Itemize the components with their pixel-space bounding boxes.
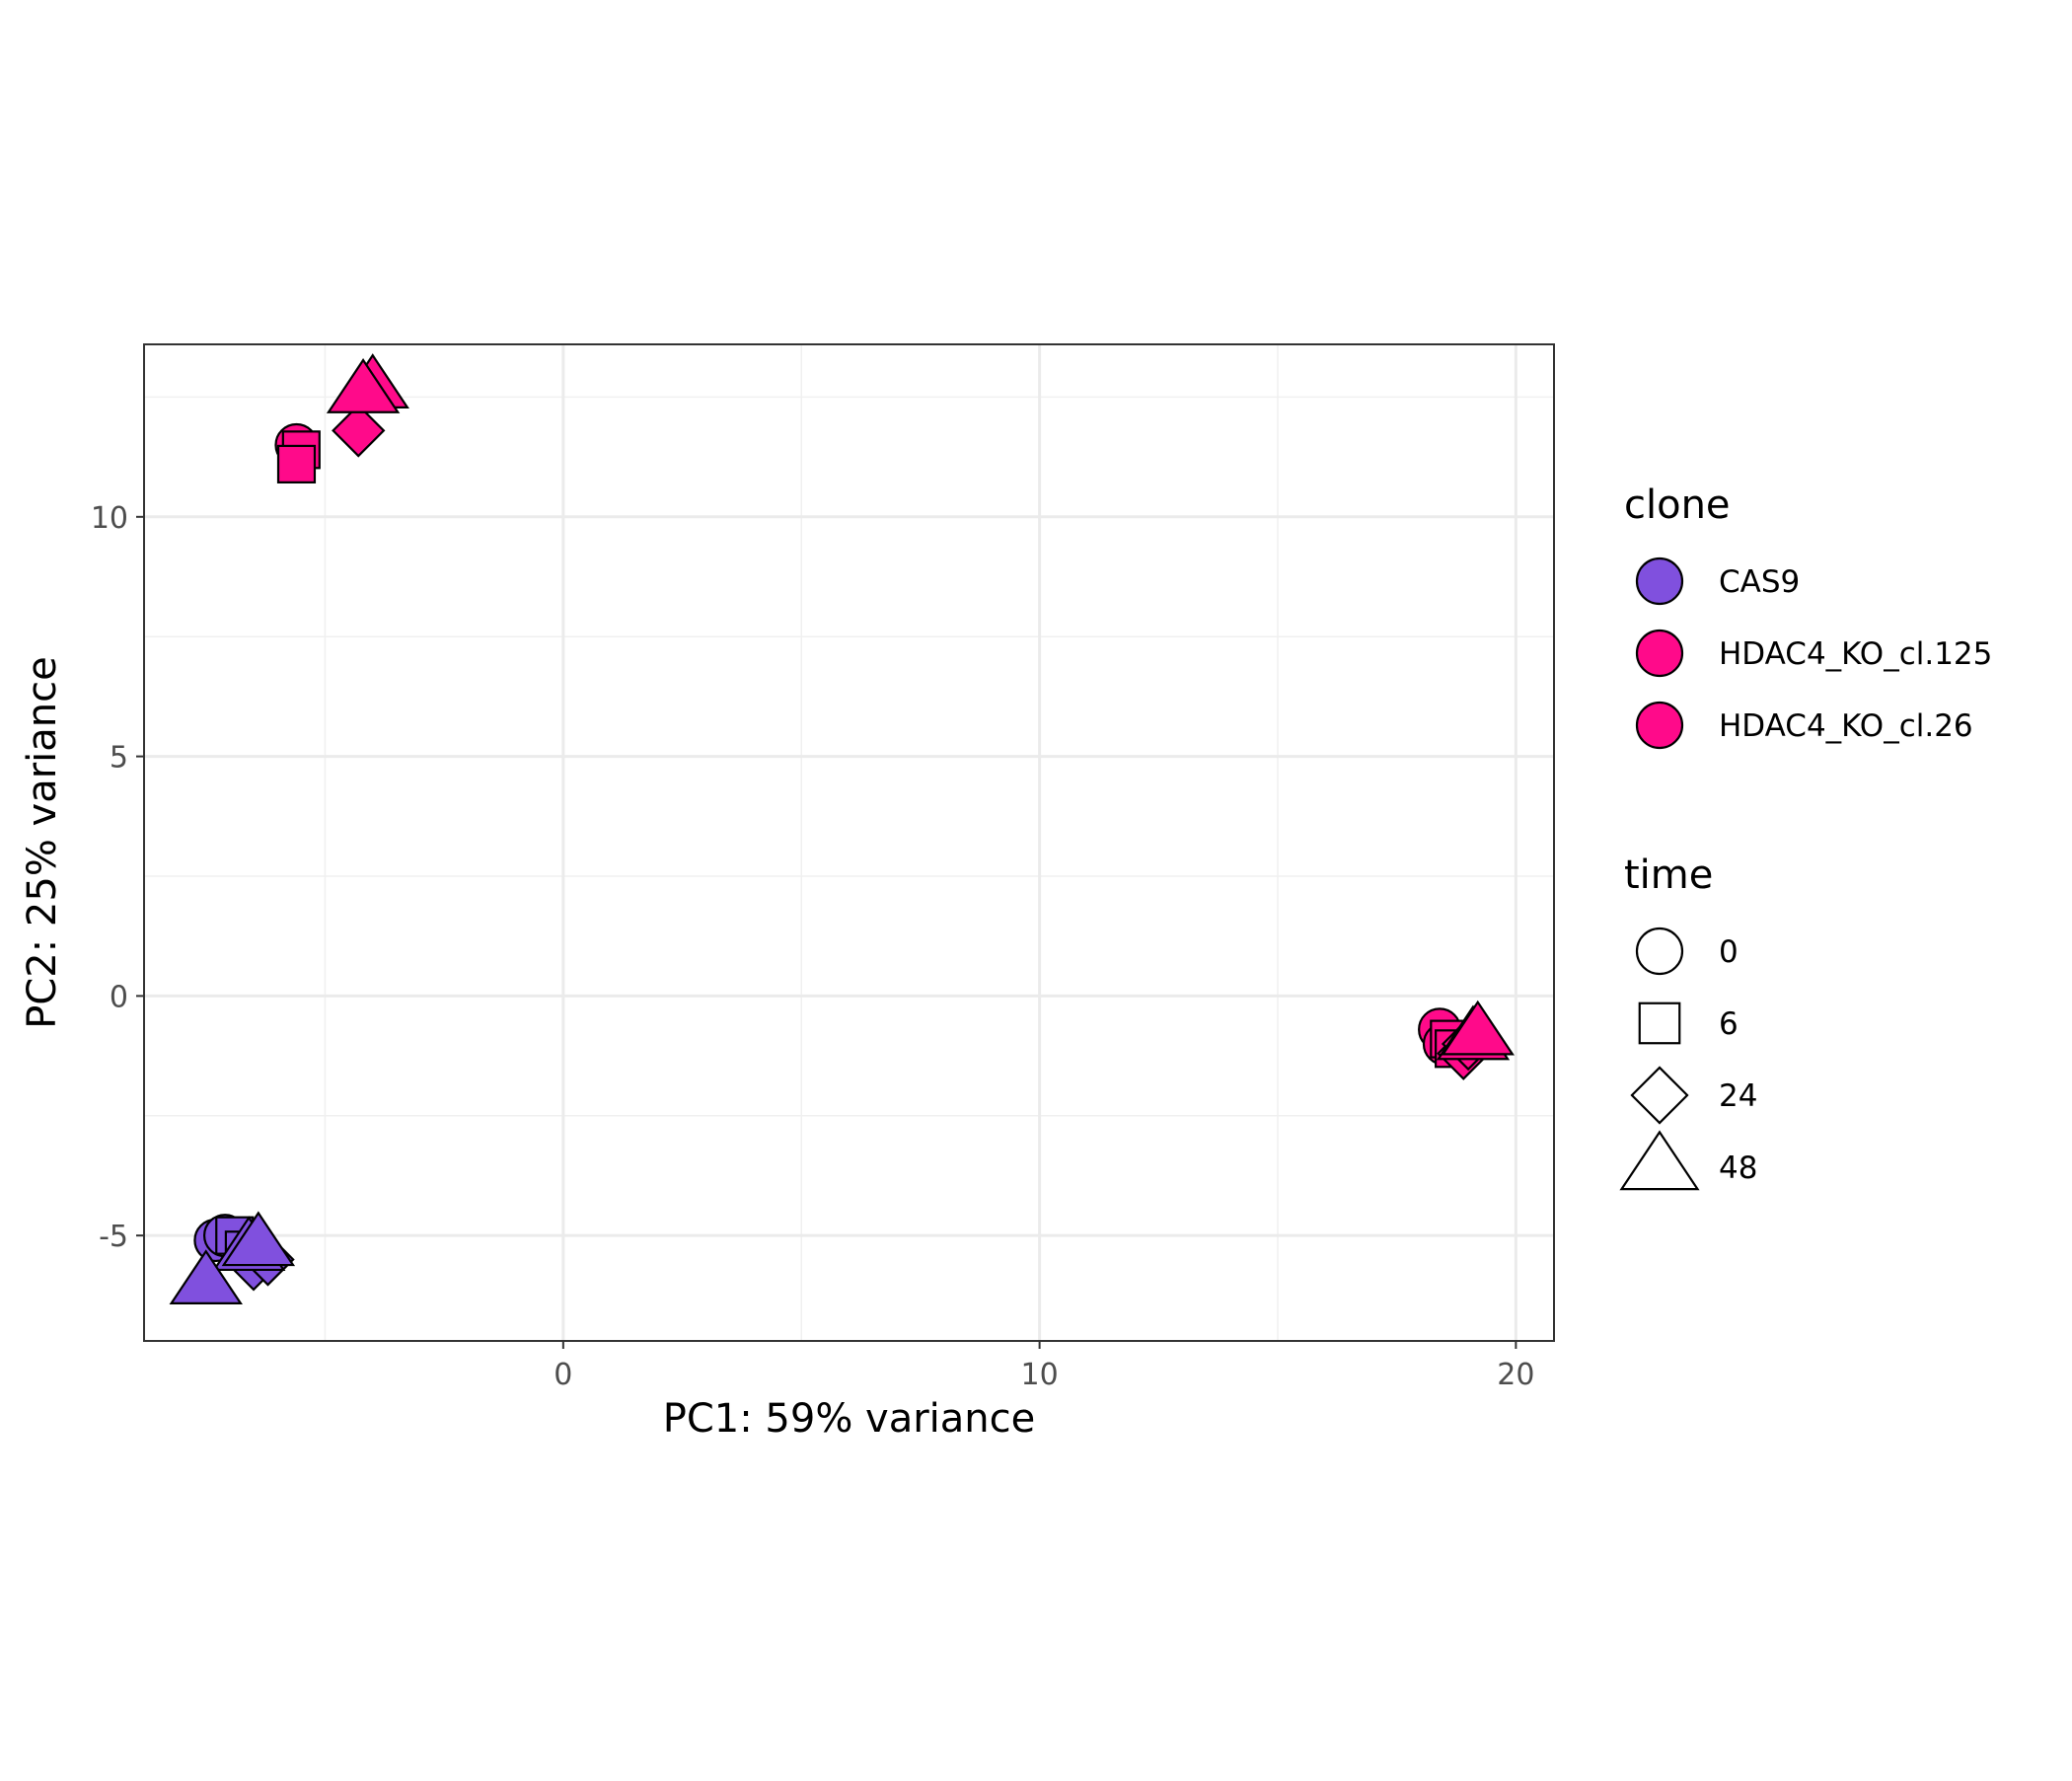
legend-key-diamond (1630, 1066, 1689, 1125)
data-point (326, 358, 401, 413)
y-tick-label: 5 (110, 741, 128, 776)
panel-border (143, 343, 1555, 1342)
x-axis-title: PC1: 59% variance (663, 1396, 1036, 1442)
y-tick-label: 0 (110, 980, 128, 1014)
panel-background (144, 344, 1554, 1341)
legend-label: 24 (1719, 1078, 1757, 1114)
data-point (276, 444, 317, 483)
legend-label: 48 (1719, 1150, 1757, 1186)
data-point (1441, 1000, 1515, 1056)
legend-title-clone: clone (1624, 482, 1731, 528)
legend-key-circle (1635, 701, 1684, 750)
legend-label: HDAC4_KO_cl.26 (1719, 708, 1973, 744)
points-layer (169, 353, 1515, 1305)
legend-key-circle (1635, 557, 1684, 606)
legend-title-time: time (1624, 853, 1713, 898)
legend-label: HDAC4_KO_cl.125 (1719, 636, 1992, 672)
legend-label: CAS9 (1719, 564, 1800, 600)
y-tick-label: 10 (91, 501, 128, 536)
legend-label: 0 (1719, 934, 1739, 970)
y-axis-title: PC2: 25% variance (20, 656, 65, 1029)
legend-key-triangle (1619, 1130, 1700, 1191)
data-point (169, 1249, 243, 1305)
x-tick-label: 20 (1497, 1358, 1534, 1392)
ticks-layer: 0 10 20 -5 0 5 10 (91, 501, 1535, 1392)
grid-layer (144, 344, 1554, 1341)
x-tick-label: 10 (1021, 1358, 1059, 1392)
data-point (221, 1211, 296, 1267)
legend-label: 6 (1719, 1006, 1739, 1042)
legend-layer: clone CAS9 HDAC4_KO_cl.125 HDAC4_KO_cl.26ti… (1619, 482, 1992, 1191)
legend-key-square (1638, 1002, 1681, 1045)
x-tick-label: 0 (554, 1358, 572, 1392)
legend-key-circle (1635, 629, 1684, 678)
legend-key-circle (1635, 927, 1684, 976)
data-point (332, 404, 386, 458)
y-tick-label: -5 (99, 1220, 128, 1254)
